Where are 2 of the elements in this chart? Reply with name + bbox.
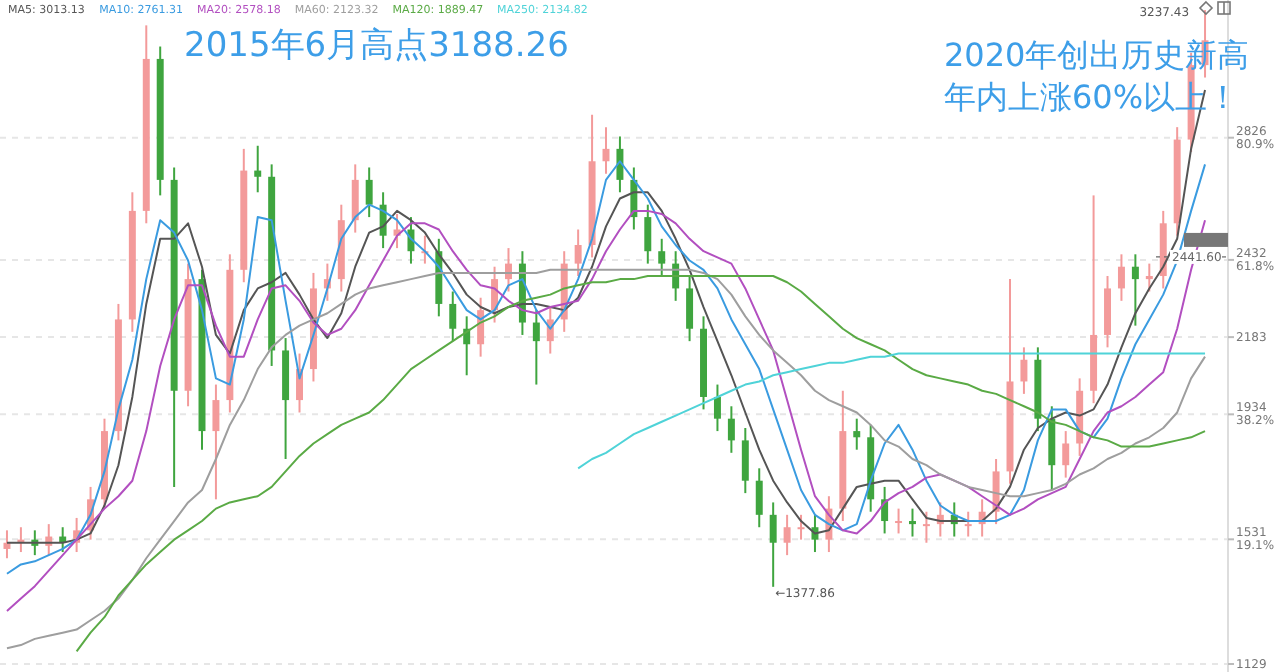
annotation: 2015年6月高点3188.26 [184, 26, 569, 66]
annotation: 2020年创出历史新高 [944, 36, 1250, 74]
